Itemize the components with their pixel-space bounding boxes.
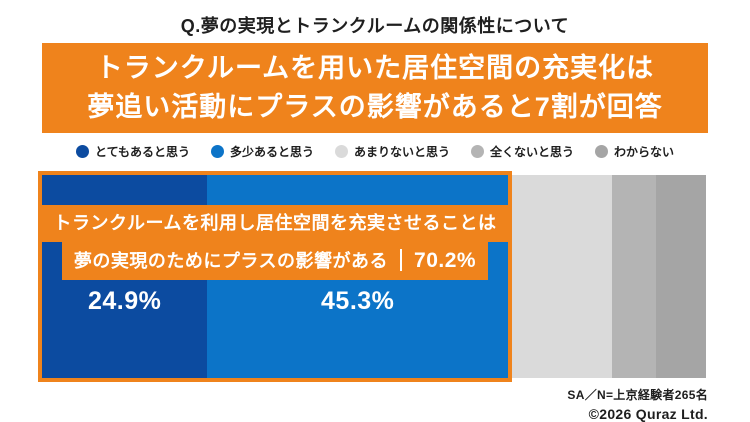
legend-dot-icon — [471, 145, 485, 158]
callout-line-2-text: 夢の実現のためにプラスの影響がある — [73, 251, 389, 271]
divider-line — [400, 249, 403, 271]
legend-label: あまりないと思う — [354, 145, 451, 159]
callout-total-value: 70.2% — [414, 249, 477, 272]
footer: SA／N=上京経験者265名 ©2026 Quraz Ltd. — [567, 386, 708, 422]
legend-item-not-at-all: 全くないと思う — [471, 143, 574, 160]
bar-segment-not-at-all — [611, 175, 657, 378]
copyright-text: ©2026 Quraz Ltd. — [588, 406, 708, 422]
callout-annotation: トランクルームを利用し居住空間を充実させることは 夢の実現のためにプラスの影響が… — [38, 205, 512, 280]
legend-label: わからない — [614, 145, 675, 159]
legend-label: 全くないと思う — [490, 145, 575, 159]
legend-dot-icon — [210, 145, 224, 158]
bar-segment-dont-know — [656, 175, 706, 378]
legend-item-not-much: あまりないと思う — [335, 143, 450, 160]
callout-line-1: トランクルームを利用し居住空間を充実させることは — [41, 205, 509, 242]
legend-item-dont-know: わからない — [595, 143, 674, 160]
legend-item-very-likely: とてもあると思う — [75, 143, 190, 160]
legend-item-somewhat-likely: 多少あると思う — [210, 143, 314, 160]
headline-line-2: 夢追い活動にプラスの影響があると7割が回答 — [87, 92, 663, 122]
headline-banner: トランクルームを用いた居住空間の充実化は 夢追い活動にプラスの影響があると7割が… — [42, 43, 708, 133]
legend-dot-icon — [595, 145, 609, 158]
legend-dot-icon — [335, 145, 348, 158]
legend-label: 多少あると思う — [229, 145, 314, 159]
segment-value-label: 45.3% — [321, 287, 395, 315]
legend-dot-icon — [75, 145, 89, 158]
chart-legend: とてもあると思う 多少あると思う あまりないと思う 全くないと思う わからない — [0, 143, 750, 160]
question-title: Q.夢の実現とトランクルームの関係性について — [180, 16, 570, 36]
bar-segment-not-much — [508, 175, 612, 378]
sample-size-note: SA／N=上京経験者265名 — [567, 388, 708, 402]
callout-line-2: 夢の実現のためにプラスの影響がある 70.2% — [61, 242, 489, 280]
segment-value-label: 24.9% — [87, 287, 162, 315]
headline-line-1: トランクルームを用いた居住空間の充実化は — [95, 52, 655, 83]
legend-label: とてもあると思う — [94, 145, 190, 159]
